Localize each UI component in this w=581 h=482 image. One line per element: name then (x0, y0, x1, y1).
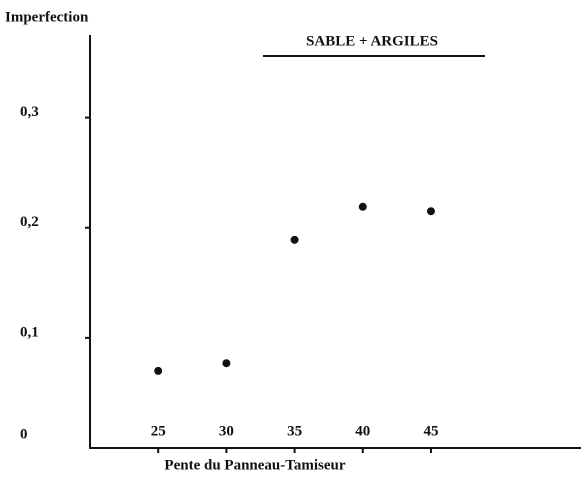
x-tick-label: 45 (423, 423, 438, 439)
y-tick-label: 0,1 (20, 324, 39, 340)
chart-title: SABLE + ARGILES (306, 33, 438, 49)
y-tick-label: 0,3 (20, 104, 39, 120)
point (290, 235, 299, 244)
x-tick-label: 40 (355, 423, 370, 439)
point (154, 366, 163, 375)
x-tick-label: 35 (287, 423, 302, 439)
x-tick-label: 30 (219, 423, 234, 439)
y-tick-label: 0 (20, 426, 28, 442)
point (426, 207, 435, 216)
x-tick-label: 25 (151, 423, 166, 439)
y-tick-label: 0,2 (20, 214, 39, 230)
y-axis-label: Imperfection (5, 9, 89, 25)
point (222, 359, 231, 368)
point (358, 202, 367, 211)
x-axis-label: Pente du Panneau-Tamiseur (164, 457, 345, 473)
